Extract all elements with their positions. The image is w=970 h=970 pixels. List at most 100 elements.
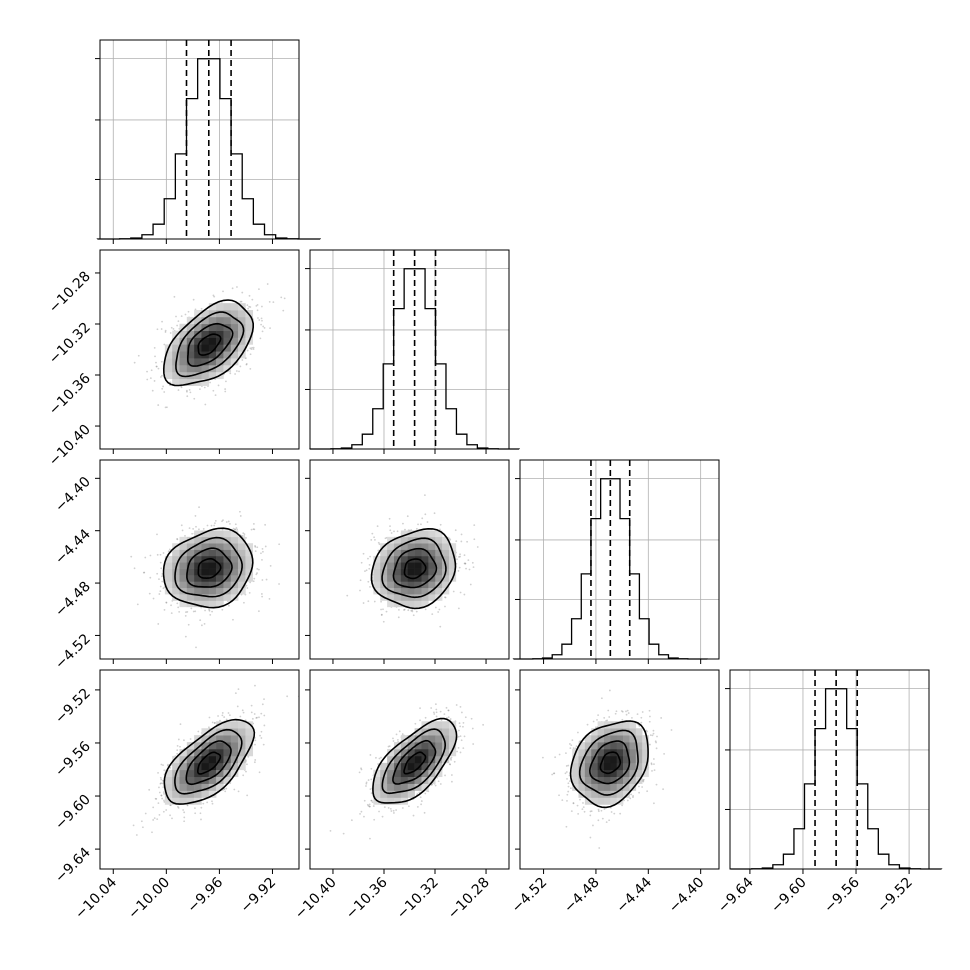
scatter-point [234,523,237,526]
scatter-point [597,714,600,717]
density-cell [208,530,217,538]
scatter-point [260,712,263,715]
density-cell [387,600,395,608]
scatter-point [574,747,577,750]
density-cell [623,749,630,757]
density-cell [603,776,611,784]
density-cell [194,310,202,318]
scatter-point [135,834,138,836]
density-cell [186,549,195,557]
scatter-point [261,703,264,706]
scatter-point [601,817,604,820]
density-cell [584,755,592,764]
density-cell [400,755,409,764]
scatter-point [221,714,224,717]
scatter-point [589,836,592,839]
scatter-point [374,538,376,541]
scatter-point [364,570,366,573]
density-cell [435,742,443,750]
scatter-point [149,576,152,579]
scatter-point [254,550,257,553]
scatter-point [158,786,160,789]
scatter-point [377,541,380,544]
density-cell [597,783,605,791]
density-cell [373,776,381,784]
scatter-point [155,365,158,368]
density-cell [194,776,202,784]
density-cell [572,776,579,784]
density-cell [635,735,643,743]
density-cell [179,549,188,557]
density-cell [216,749,224,757]
density-cell [172,790,180,798]
density-cell [216,594,224,601]
scatter-point [439,523,442,526]
density-cell [407,783,415,791]
x-tick-label-2-2: −4.44 [613,874,655,916]
scatter-point [553,772,556,775]
scatter-point [171,817,173,820]
scatter-point [370,799,373,802]
scatter-point [261,305,263,308]
scatter-point [269,564,272,567]
scatter-point [558,753,561,756]
scatter-point [443,713,446,715]
scatter-point [566,793,569,796]
scatter-point [238,370,240,373]
density-cell [407,735,415,743]
scatter-point [152,819,155,821]
density-cell [387,536,395,544]
scatter-point [186,395,189,398]
scatter-point [423,494,426,497]
scatter-point [460,533,463,536]
density-cell [623,728,630,736]
scatter-point [175,315,177,318]
scatter-point [250,704,253,707]
density-cell [428,549,436,557]
scatter-point [367,804,370,807]
scatter-point [368,563,371,566]
density-cell [373,769,381,778]
density-cell [421,735,429,743]
scatter-point [252,523,255,525]
scatter-point [368,805,371,808]
density-cell [400,735,409,743]
density-cell [442,581,450,589]
scatter-point [451,780,453,783]
scatter-point [194,308,197,311]
density-cell [373,562,381,569]
x-tick-label-3-3: −9.52 [874,875,916,917]
density-cell [421,555,429,563]
scatter-point [577,731,579,734]
scatter-point [184,635,187,638]
scatter-point [372,805,375,807]
density-cell [216,344,224,352]
scatter-point [464,562,467,565]
panel-frame [99,459,300,660]
scatter-point [389,529,392,532]
density-cell [216,365,224,373]
scatter-point [155,798,158,800]
scatter-point [239,510,241,513]
scatter-point [440,719,443,721]
scatter-point [260,317,263,320]
y-tick-label-2-1: −4.48 [52,579,94,621]
y-tick-label-1-3: −10.28 [46,268,94,316]
scatter-point [251,298,254,301]
density-cell [179,555,188,563]
scatter-point [388,517,391,520]
density-cell [435,536,443,544]
density-cell [201,728,210,736]
density-cell [421,575,429,582]
scatter-panel-1-0 [99,249,300,450]
density-cell [179,536,188,544]
scatter-point [241,709,244,712]
scatter-point [269,327,271,329]
scatter-point [199,619,202,622]
y-tick-label-3-2: −9.56 [52,738,94,780]
scatter-point [260,737,263,739]
density-cell [373,575,381,582]
density-cell [164,351,173,359]
density-cell [603,749,611,757]
density-cell [179,776,188,784]
